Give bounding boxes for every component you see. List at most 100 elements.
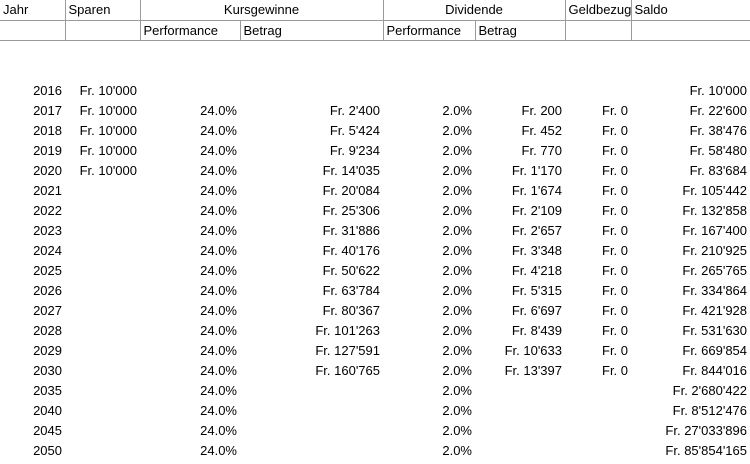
cell-kursgewinne-betrag[interactable] — [240, 400, 383, 420]
cell-geldbezug[interactable] — [565, 60, 631, 80]
cell-dividende-betrag[interactable]: Fr. 13'397 — [504, 362, 563, 378]
cell-kursgewinne-betrag[interactable]: Fr. 2'400 — [329, 102, 380, 118]
cell-jahr[interactable]: 2045 — [33, 422, 62, 438]
cell-dividende-betrag[interactable]: Fr. 1'674 — [511, 182, 563, 198]
cell-geldbezug[interactable]: Fr. 0 — [602, 322, 629, 338]
cell-kursgewinne-betrag[interactable]: Fr. 9'234 — [329, 142, 380, 158]
cell-saldo[interactable]: Fr. 58'480 — [689, 142, 748, 158]
cell-geldbezug[interactable]: Fr. 0 — [602, 342, 629, 358]
cell-jahr[interactable]: 2026 — [33, 282, 62, 298]
header-cell-saldo[interactable]: Saldo — [631, 0, 750, 21]
cell-kursgewinne-betrag[interactable]: Fr. 14'035 — [322, 162, 380, 178]
cell-dividende-performance[interactable]: 2.0% — [442, 442, 472, 458]
cell-saldo[interactable]: Fr. 10'000 — [689, 82, 748, 98]
cell-kursgewinne-betrag[interactable] — [240, 60, 383, 80]
cell-dividende-performance[interactable] — [383, 80, 475, 100]
cell-geldbezug[interactable]: Fr. 0 — [602, 122, 629, 138]
cell-kursgewinne-performance[interactable]: 24.0% — [200, 162, 237, 178]
cell-kursgewinne-betrag[interactable]: Fr. 127'591 — [315, 342, 380, 358]
cell-geldbezug[interactable]: Fr. 0 — [602, 142, 629, 158]
cell-dividende-betrag[interactable]: Fr. 5'315 — [511, 282, 563, 298]
cell-saldo[interactable]: Fr. 265'765 — [682, 262, 748, 278]
cell-sparen[interactable] — [65, 400, 140, 420]
cell-sparen[interactable] — [65, 40, 140, 60]
cell-dividende-betrag[interactable]: Fr. 770 — [521, 142, 563, 158]
cell-kursgewinne-performance[interactable]: 24.0% — [200, 222, 237, 238]
cell-jahr[interactable]: 2018 — [33, 122, 62, 138]
cell-dividende-performance[interactable]: 2.0% — [442, 422, 472, 438]
cell-dividende-performance[interactable]: 2.0% — [442, 342, 472, 358]
cell-dividende-performance[interactable]: 2.0% — [442, 102, 472, 118]
cell-geldbezug[interactable]: Fr. 0 — [602, 242, 629, 258]
header-cell-dividende-betrag[interactable]: Betrag — [475, 20, 566, 41]
cell-geldbezug[interactable]: Fr. 0 — [602, 102, 629, 118]
cell-kursgewinne-performance[interactable]: 24.0% — [200, 302, 237, 318]
cell-kursgewinne-betrag[interactable]: Fr. 20'084 — [322, 182, 380, 198]
cell-jahr[interactable]: 2019 — [33, 142, 62, 158]
cell-kursgewinne-betrag[interactable] — [240, 440, 383, 460]
cell-dividende-betrag[interactable]: Fr. 2'109 — [511, 202, 563, 218]
cell-geldbezug[interactable]: Fr. 0 — [602, 222, 629, 238]
header-cell-geldbezug[interactable]: Geldbezug — [565, 0, 632, 21]
cell-saldo[interactable]: Fr. 210'925 — [682, 242, 748, 258]
cell-dividende-betrag[interactable] — [475, 440, 565, 460]
cell-saldo[interactable]: Fr. 22'600 — [689, 102, 748, 118]
cell-sparen[interactable] — [65, 320, 140, 340]
cell-dividende-performance[interactable]: 2.0% — [442, 162, 472, 178]
cell-kursgewinne-performance[interactable]: 24.0% — [200, 242, 237, 258]
cell-jahr[interactable]: 2023 — [33, 222, 62, 238]
cell-jahr[interactable]: 2025 — [33, 262, 62, 278]
cell-sparen[interactable] — [65, 420, 140, 440]
cell-jahr[interactable] — [0, 40, 65, 60]
cell-kursgewinne-betrag[interactable] — [240, 420, 383, 440]
cell-dividende-performance[interactable] — [383, 40, 475, 60]
cell-dividende-betrag[interactable] — [475, 80, 565, 100]
cell-kursgewinne-betrag[interactable]: Fr. 101'263 — [315, 322, 380, 338]
cell-jahr[interactable]: 2035 — [33, 382, 62, 398]
cell-sparen[interactable] — [65, 340, 140, 360]
cell-geldbezug[interactable]: Fr. 0 — [602, 182, 629, 198]
cell-kursgewinne-performance[interactable]: 24.0% — [200, 422, 237, 438]
header-cell-empty-sparen[interactable] — [65, 20, 141, 41]
cell-dividende-performance[interactable] — [383, 60, 475, 80]
cell-saldo[interactable]: Fr. 334'864 — [682, 282, 748, 298]
cell-saldo[interactable]: Fr. 132'858 — [682, 202, 748, 218]
cell-kursgewinne-performance[interactable]: 24.0% — [200, 202, 237, 218]
cell-jahr[interactable]: 2029 — [33, 342, 62, 358]
cell-saldo[interactable]: Fr. 421'928 — [682, 302, 748, 318]
cell-dividende-performance[interactable]: 2.0% — [442, 182, 472, 198]
cell-sparen[interactable] — [65, 360, 140, 380]
header-cell-jahr[interactable]: Jahr — [0, 0, 66, 21]
cell-dividende-performance[interactable]: 2.0% — [442, 282, 472, 298]
cell-sparen[interactable] — [65, 200, 140, 220]
cell-sparen[interactable] — [65, 440, 140, 460]
cell-kursgewinne-betrag[interactable]: Fr. 80'367 — [322, 302, 380, 318]
cell-dividende-performance[interactable]: 2.0% — [442, 382, 472, 398]
header-cell-kursgewinne[interactable]: Kursgewinne — [140, 0, 384, 21]
cell-kursgewinne-performance[interactable]: 24.0% — [200, 182, 237, 198]
header-cell-sparen[interactable]: Sparen — [65, 0, 141, 21]
cell-sparen[interactable] — [65, 180, 140, 200]
cell-kursgewinne-performance[interactable]: 24.0% — [200, 282, 237, 298]
cell-dividende-betrag[interactable]: Fr. 4'218 — [511, 262, 563, 278]
cell-dividende-betrag[interactable] — [475, 60, 565, 80]
header-cell-kursgewinne-performance[interactable]: Performance — [140, 20, 241, 41]
cell-sparen[interactable] — [65, 240, 140, 260]
cell-sparen[interactable]: Fr. 10'000 — [79, 82, 137, 98]
header-cell-dividende-performance[interactable]: Performance — [383, 20, 476, 41]
cell-dividende-performance[interactable]: 2.0% — [442, 222, 472, 238]
cell-saldo[interactable]: Fr. 27'033'896 — [665, 422, 748, 438]
cell-kursgewinne-performance[interactable]: 24.0% — [200, 382, 237, 398]
cell-kursgewinne-performance[interactable]: 24.0% — [200, 142, 237, 158]
cell-kursgewinne-performance[interactable]: 24.0% — [200, 102, 237, 118]
header-cell-empty-saldo[interactable] — [631, 20, 750, 41]
cell-dividende-performance[interactable]: 2.0% — [442, 302, 472, 318]
cell-saldo[interactable] — [631, 60, 750, 80]
cell-saldo[interactable]: Fr. 38'476 — [689, 122, 748, 138]
cell-kursgewinne-betrag[interactable]: Fr. 63'784 — [322, 282, 380, 298]
cell-saldo[interactable]: Fr. 167'400 — [682, 222, 748, 238]
cell-dividende-betrag[interactable]: Fr. 6'697 — [511, 302, 563, 318]
cell-geldbezug[interactable]: Fr. 0 — [602, 302, 629, 318]
cell-sparen[interactable]: Fr. 10'000 — [79, 142, 137, 158]
cell-dividende-betrag[interactable] — [475, 420, 565, 440]
